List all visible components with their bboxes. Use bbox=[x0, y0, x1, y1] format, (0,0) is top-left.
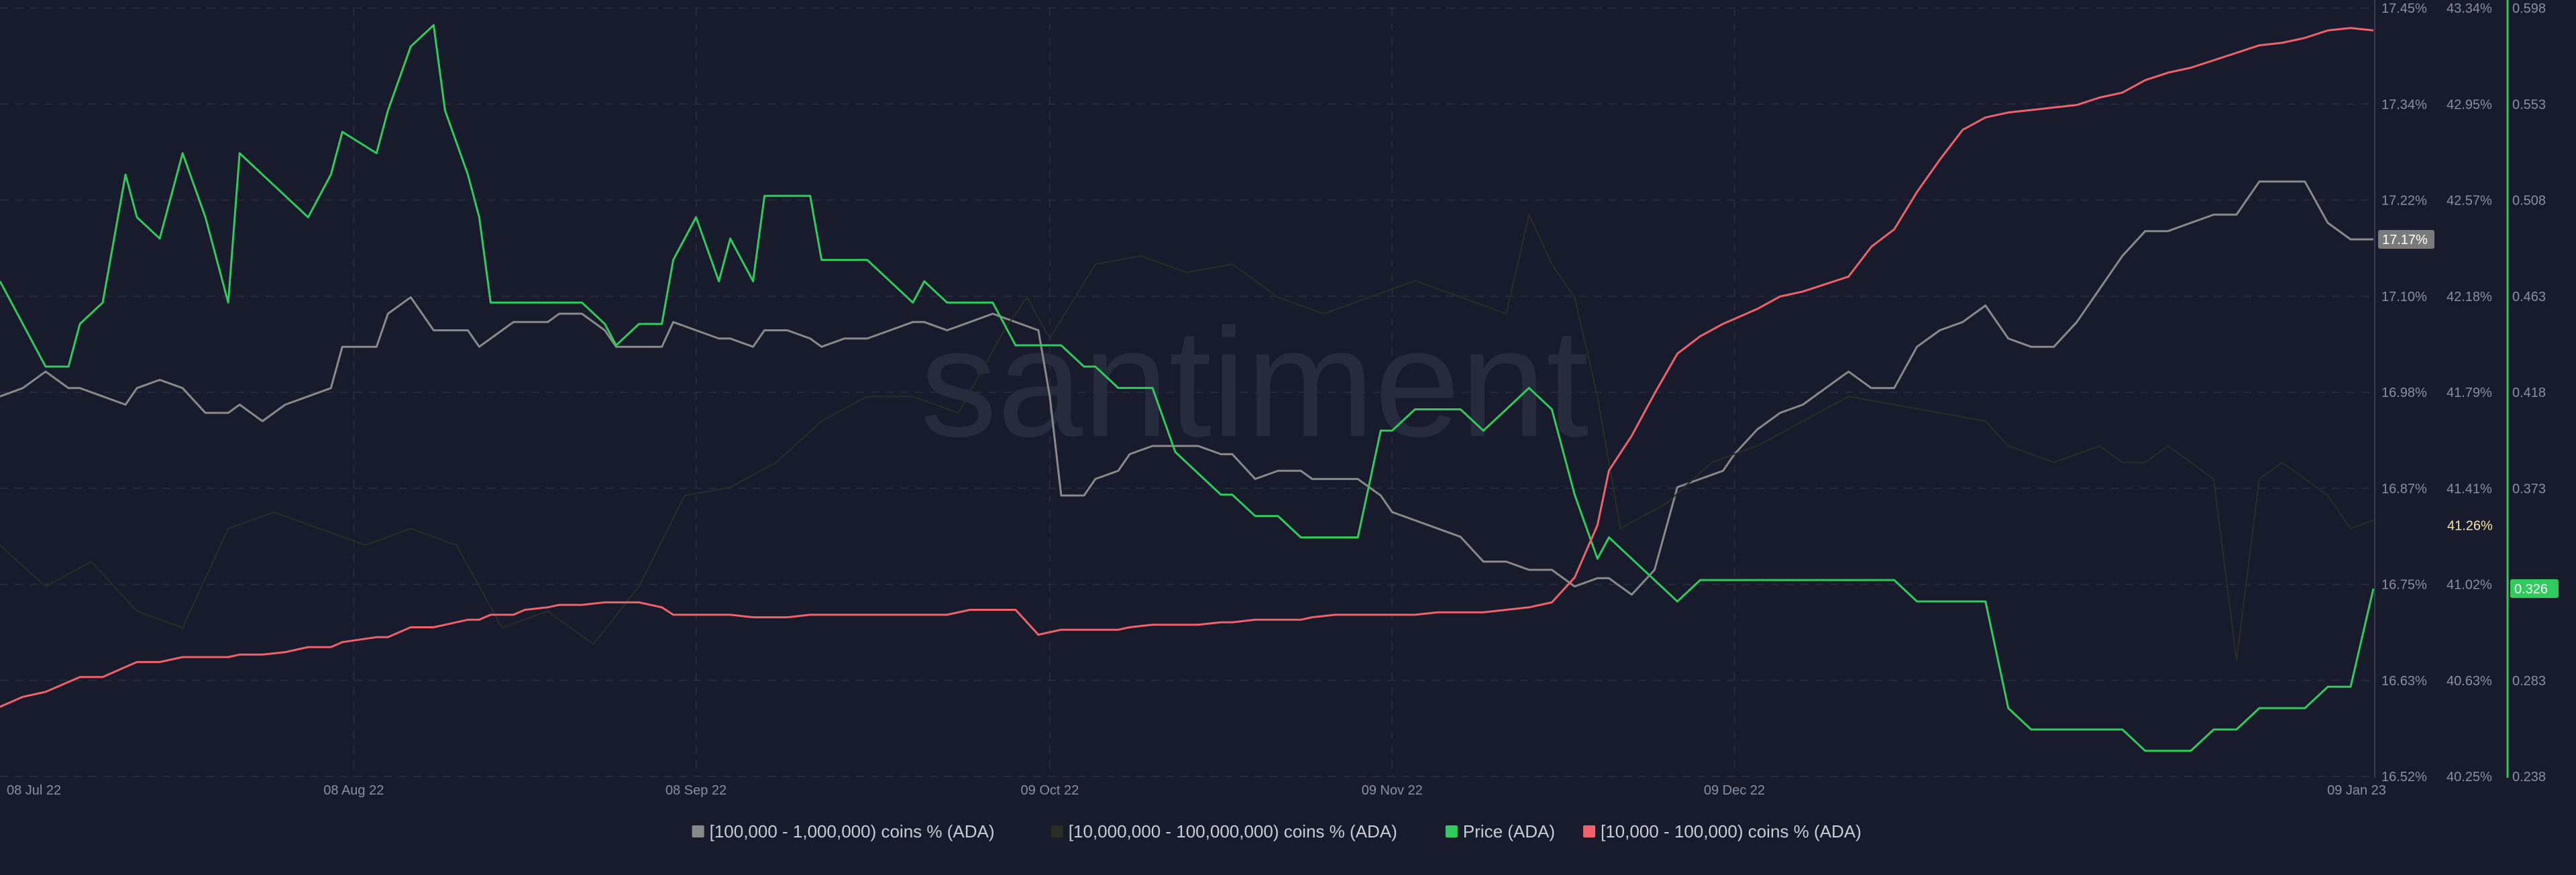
y-tick-label-price: 0.238 bbox=[2512, 770, 2546, 784]
current-value-badge bbox=[2378, 230, 2434, 249]
current-value-badge bbox=[2443, 516, 2500, 535]
y-tick-label-gray: 17.10% bbox=[2381, 290, 2427, 304]
series-line bbox=[0, 214, 2374, 662]
x-tick-label: 09 Nov 22 bbox=[1362, 783, 1423, 798]
y-tick-label-gray: 17.45% bbox=[2381, 1, 2427, 16]
axes-layer: 08 Jul 22 08 Aug 22 08 Sep 22 09 Oct 22 09 N… bbox=[7, 0, 2559, 798]
legend-label: Price (ADA) bbox=[1463, 821, 1555, 841]
legend-swatch bbox=[1583, 825, 1595, 837]
y-tick-label-red: 40.63% bbox=[2447, 674, 2492, 689]
y-tick-label-red: 41.41% bbox=[2447, 481, 2492, 496]
legend-label: [100,000 - 1,000,000) coins % (ADA) bbox=[710, 821, 995, 841]
y-tick-label-gray: 16.98% bbox=[2381, 386, 2427, 400]
current-value-label: 41.26% bbox=[2447, 518, 2493, 533]
y-tick-label-price: 0.283 bbox=[2512, 674, 2546, 689]
y-tick-label-price: 0.373 bbox=[2512, 481, 2546, 496]
y-tick-label-gray: 16.75% bbox=[2381, 578, 2427, 593]
y-tick-label-gray: 16.63% bbox=[2381, 674, 2427, 689]
x-tick-label: 09 Oct 22 bbox=[1021, 783, 1079, 798]
legend-label: [10,000,000 - 100,000,000) coins % (ADA) bbox=[1069, 821, 1397, 841]
x-tick-label: 08 Aug 22 bbox=[323, 783, 384, 798]
legend-label: [10,000 - 100,000) coins % (ADA) bbox=[1601, 821, 1862, 841]
y-tick-label-price: 0.553 bbox=[2512, 97, 2546, 112]
grid bbox=[0, 7, 2373, 777]
series-layer bbox=[0, 24, 2375, 752]
y-tick-label-red: 43.34% bbox=[2447, 1, 2492, 16]
series-line bbox=[0, 180, 2373, 596]
current-value-label: 17.17% bbox=[2382, 233, 2428, 247]
x-tick-label: 09 Dec 22 bbox=[1704, 783, 1765, 798]
series-line bbox=[0, 27, 2374, 708]
current-value-badge bbox=[2510, 579, 2559, 598]
y-tick-label-red: 42.18% bbox=[2447, 290, 2492, 304]
watermark: santiment bbox=[920, 296, 1589, 469]
y-tick-label-red: 41.79% bbox=[2447, 386, 2492, 400]
y-tick-label-price: 0.508 bbox=[2512, 194, 2546, 209]
legend-swatch bbox=[692, 825, 704, 837]
series-line bbox=[0, 24, 2375, 752]
y-tick-label-price: 0.418 bbox=[2512, 386, 2546, 400]
y-tick-label-gray: 16.52% bbox=[2381, 770, 2427, 784]
y-tick-label-red: 42.57% bbox=[2447, 194, 2492, 209]
x-tick-label: 09 Jan 23 bbox=[2327, 783, 2386, 798]
y-tick-label-gray: 17.34% bbox=[2381, 97, 2427, 112]
y-tick-label-red: 42.95% bbox=[2447, 97, 2492, 112]
y-tick-label-gray: 16.87% bbox=[2381, 481, 2427, 496]
legend-swatch bbox=[1445, 825, 1458, 837]
y-tick-label-price: 0.598 bbox=[2512, 1, 2546, 16]
legend-swatch bbox=[1051, 825, 1063, 837]
current-value-label: 0.326 bbox=[2514, 582, 2548, 597]
y-tick-label-price: 0.463 bbox=[2512, 290, 2546, 304]
legend: [100,000 - 1,000,000) coins % (ADA) [10,0… bbox=[692, 821, 1862, 841]
y-tick-label-red: 40.25% bbox=[2447, 770, 2492, 784]
y-tick-label-gray: 17.22% bbox=[2381, 194, 2427, 209]
x-tick-label: 08 Sep 22 bbox=[665, 783, 727, 798]
y-tick-label-red: 41.02% bbox=[2447, 578, 2492, 593]
x-tick-label: 08 Jul 22 bbox=[7, 783, 61, 798]
